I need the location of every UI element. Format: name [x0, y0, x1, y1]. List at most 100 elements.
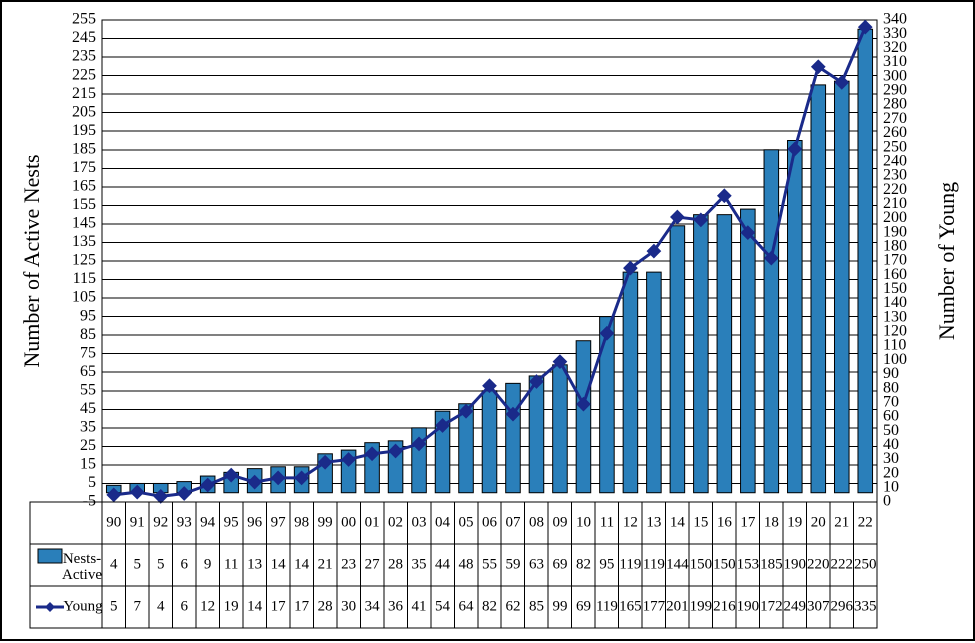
- nests-value: 28: [388, 556, 403, 572]
- bar: [600, 317, 615, 493]
- nests-value: 150: [713, 556, 736, 572]
- bar: [553, 365, 568, 493]
- y-left-tick: 65: [80, 363, 96, 380]
- nests-value: 150: [690, 556, 713, 572]
- young-value: 12: [200, 598, 215, 614]
- year-label: 13: [646, 514, 661, 530]
- y-left-tick: 95: [80, 307, 96, 324]
- year-label: 04: [435, 514, 451, 530]
- year-label: 09: [552, 514, 567, 530]
- nests-value: 153: [737, 556, 760, 572]
- nests-value: 14: [294, 556, 310, 572]
- year-label: 90: [106, 514, 121, 530]
- y-left-tick: 225: [72, 66, 96, 83]
- young-value: 17: [271, 598, 287, 614]
- nests-value: 119: [619, 556, 641, 572]
- young-value: 30: [341, 598, 356, 614]
- svg-text:Active: Active: [62, 567, 102, 583]
- nests-value: 44: [435, 556, 451, 572]
- year-label: 10: [576, 514, 591, 530]
- nests-value: 23: [341, 556, 356, 572]
- nests-value: 95: [599, 556, 614, 572]
- nests-value: 11: [224, 556, 238, 572]
- year-label: 08: [529, 514, 544, 530]
- nests-value: 220: [807, 556, 830, 572]
- young-value: 216: [713, 598, 736, 614]
- chart-frame: -551525354555657585951051151251351451551…: [0, 0, 975, 641]
- nests-value: 59: [505, 556, 520, 572]
- young-value: 201: [666, 598, 689, 614]
- y-left-tick: 145: [72, 215, 96, 232]
- nests-value: 27: [365, 556, 381, 572]
- y-left-tick: -5: [83, 493, 96, 510]
- nests-value: 14: [271, 556, 287, 572]
- bar: [647, 272, 662, 493]
- nests-value: 6: [180, 556, 188, 572]
- nests-value: 250: [854, 556, 877, 572]
- year-label: 94: [200, 514, 216, 530]
- bar: [741, 209, 756, 493]
- y-left-tick: 235: [72, 48, 96, 65]
- year-label: 05: [459, 514, 474, 530]
- year-label: 93: [177, 514, 192, 530]
- bar: [670, 226, 685, 493]
- y-left-tick: 255: [72, 11, 96, 28]
- nests-value: 144: [666, 556, 689, 572]
- young-value: 41: [412, 598, 427, 614]
- year-label: 17: [740, 514, 756, 530]
- nests-value: 4: [110, 556, 118, 572]
- year-label: 15: [693, 514, 708, 530]
- nests-value: 5: [133, 556, 141, 572]
- y-left-tick: 215: [72, 85, 96, 102]
- young-value: 14: [247, 598, 263, 614]
- y-left-tick: 135: [72, 233, 96, 250]
- y-left-tick: 205: [72, 103, 96, 120]
- year-label: 95: [224, 514, 239, 530]
- y-left-tick: 45: [80, 400, 96, 417]
- nests-value: 5: [157, 556, 165, 572]
- young-value: 177: [643, 598, 666, 614]
- nests-value: 82: [576, 556, 591, 572]
- y-left-tick: 245: [72, 29, 96, 46]
- nests-value: 13: [247, 556, 262, 572]
- young-value: 36: [388, 598, 404, 614]
- young-value: 307: [807, 598, 830, 614]
- young-value: 172: [760, 598, 783, 614]
- bar: [694, 215, 709, 493]
- nests-value: 55: [482, 556, 497, 572]
- y-left-tick: 115: [73, 270, 96, 287]
- y-left-tick: 195: [72, 122, 96, 139]
- young-value: 62: [505, 598, 520, 614]
- young-value: 64: [459, 598, 475, 614]
- young-value: 6: [180, 598, 188, 614]
- bar: [623, 272, 638, 493]
- young-value: 17: [294, 598, 310, 614]
- chart-svg: -551525354555657585951051151251351451551…: [2, 2, 975, 643]
- year-label: 12: [623, 514, 638, 530]
- year-label: 99: [318, 514, 333, 530]
- y-left-tick: 35: [80, 419, 96, 436]
- y-left-tick: 105: [72, 289, 96, 306]
- young-value: 199: [690, 598, 713, 614]
- young-value: 34: [365, 598, 381, 614]
- nests-value: 63: [529, 556, 544, 572]
- year-label: 00: [341, 514, 356, 530]
- legend-bar: Nests-Active: [38, 549, 102, 583]
- young-value: 99: [552, 598, 567, 614]
- nests-value: 48: [459, 556, 474, 572]
- year-label: 91: [130, 514, 145, 530]
- year-label: 06: [482, 514, 498, 530]
- y-left-tick: 85: [80, 326, 96, 343]
- svg-text:Young: Young: [63, 598, 103, 614]
- bar: [482, 391, 497, 493]
- nests-value: 21: [318, 556, 333, 572]
- bar: [717, 215, 732, 493]
- year-label: 11: [600, 514, 614, 530]
- bar: [529, 376, 544, 493]
- year-label: 22: [858, 514, 873, 530]
- young-value: 335: [854, 598, 877, 614]
- young-value: 54: [435, 598, 451, 614]
- y-left-tick: 15: [80, 456, 96, 473]
- young-value: 7: [133, 598, 141, 614]
- y-right-title: Number of Young: [934, 182, 959, 340]
